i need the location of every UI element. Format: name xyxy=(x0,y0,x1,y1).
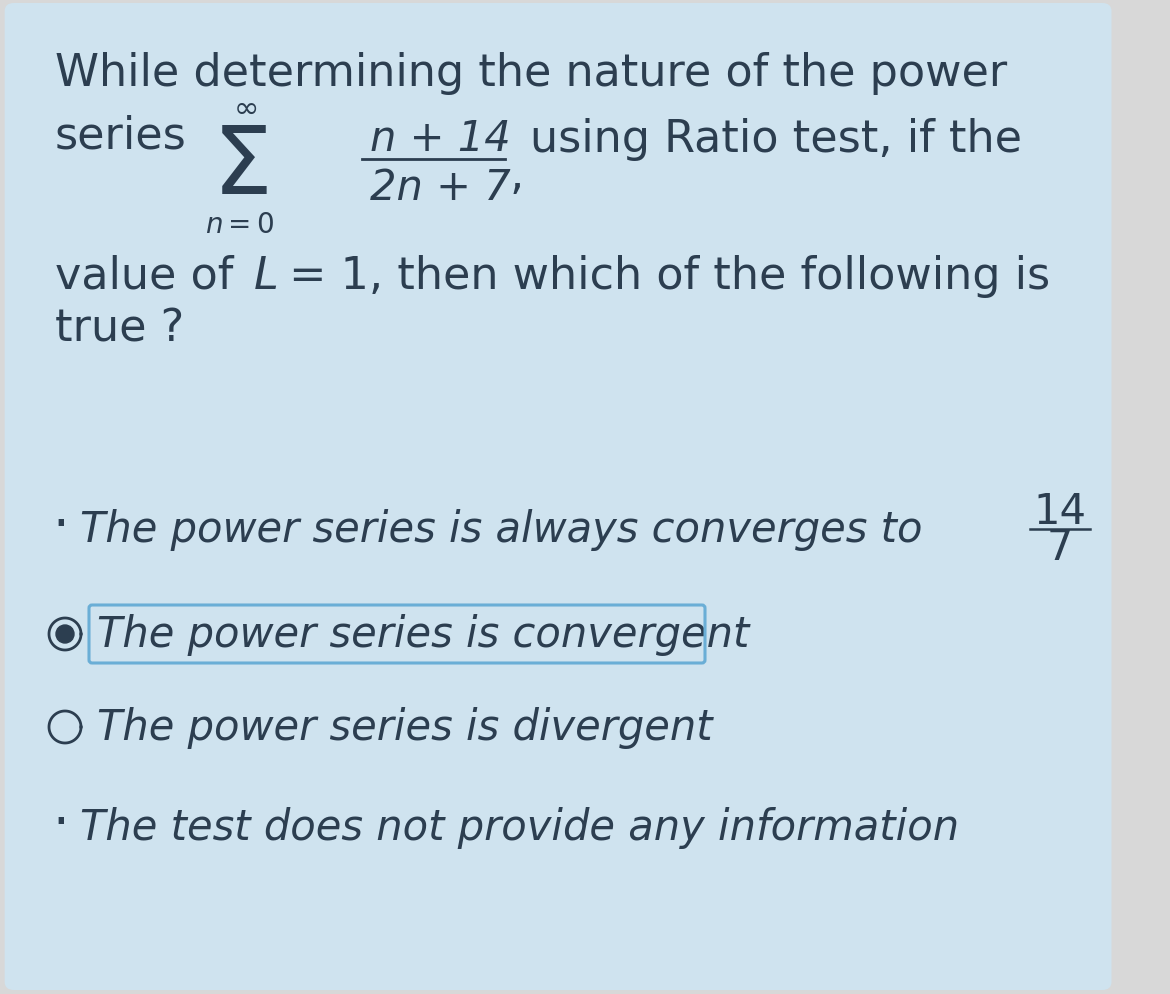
Text: L: L xyxy=(254,254,278,297)
Text: 7: 7 xyxy=(1047,527,1073,569)
Text: ·: · xyxy=(51,500,69,552)
Text: $\infty$: $\infty$ xyxy=(233,93,257,122)
Text: n + 14: n + 14 xyxy=(370,118,511,160)
Text: = 1, then which of the following is: = 1, then which of the following is xyxy=(275,254,1051,297)
Text: value of: value of xyxy=(55,254,248,297)
Text: The power series is always converges to: The power series is always converges to xyxy=(80,509,922,551)
Circle shape xyxy=(56,625,74,643)
Text: series: series xyxy=(55,115,187,158)
Text: While determining the nature of the power: While determining the nature of the powe… xyxy=(55,52,1007,94)
Text: $n{=}0$: $n{=}0$ xyxy=(205,211,275,239)
Text: true ?: true ? xyxy=(55,308,184,351)
Text: 2n + 7: 2n + 7 xyxy=(370,167,511,209)
Text: $\Sigma$: $\Sigma$ xyxy=(212,122,268,214)
Text: 14: 14 xyxy=(1033,490,1087,533)
Text: ·: · xyxy=(51,797,69,849)
Text: The power series is convergent: The power series is convergent xyxy=(97,613,749,655)
Text: using Ratio test, if the: using Ratio test, if the xyxy=(530,118,1023,161)
Text: The test does not provide any in​formation: The test does not provide any in​formati… xyxy=(80,806,959,848)
Text: The power series is divergent: The power series is divergent xyxy=(97,707,713,748)
Text: ,: , xyxy=(510,155,524,198)
